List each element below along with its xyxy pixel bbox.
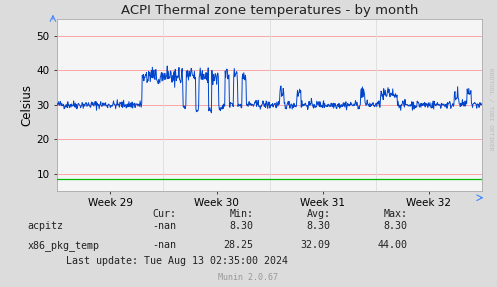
Text: Min:: Min:	[230, 209, 253, 219]
Text: -nan: -nan	[153, 221, 176, 231]
Text: 8.30: 8.30	[384, 221, 408, 231]
Text: 8.30: 8.30	[230, 221, 253, 231]
Text: Cur:: Cur:	[153, 209, 176, 219]
Text: Last update: Tue Aug 13 02:35:00 2024: Last update: Tue Aug 13 02:35:00 2024	[66, 256, 288, 266]
Text: RRDTOOL / TOBI OETIKER: RRDTOOL / TOBI OETIKER	[489, 68, 494, 150]
Text: Max:: Max:	[384, 209, 408, 219]
Text: Munin 2.0.67: Munin 2.0.67	[219, 273, 278, 282]
Title: ACPI Thermal zone temperatures - by month: ACPI Thermal zone temperatures - by mont…	[121, 5, 418, 18]
Text: 32.09: 32.09	[301, 241, 331, 250]
Text: acpitz: acpitz	[27, 221, 63, 231]
Y-axis label: Celsius: Celsius	[20, 84, 34, 126]
Text: -nan: -nan	[153, 241, 176, 250]
Text: 28.25: 28.25	[224, 241, 253, 250]
Text: 8.30: 8.30	[307, 221, 331, 231]
Text: Avg:: Avg:	[307, 209, 331, 219]
Text: x86_pkg_temp: x86_pkg_temp	[27, 240, 99, 251]
Text: 44.00: 44.00	[378, 241, 408, 250]
